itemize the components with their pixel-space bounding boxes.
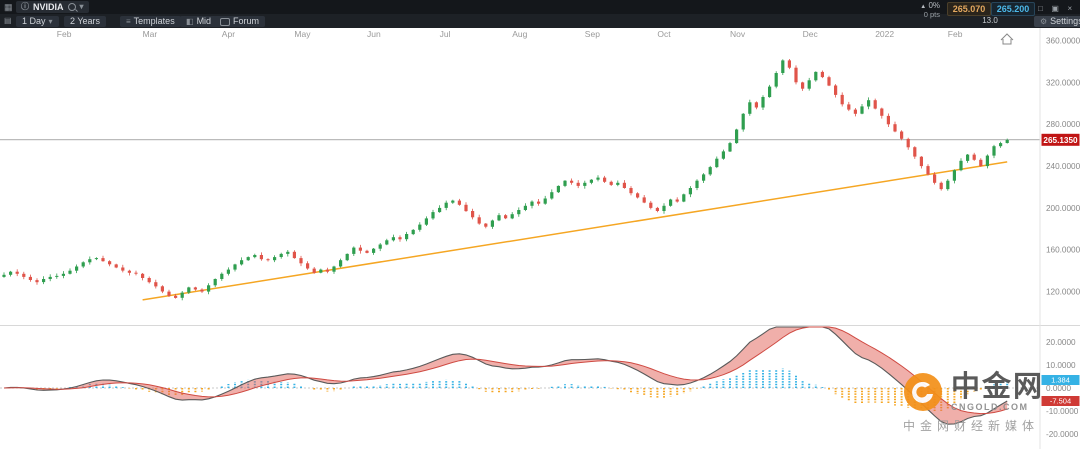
price-chart[interactable]: Feb Mar Apr May Jun Jul Aug Sep Oct Nov Dec 2022 Feb…	[0, 28, 1080, 325]
svg-text:Apr: Apr	[222, 29, 235, 39]
candles-layer	[2, 59, 1009, 301]
month-axis: Feb Mar Apr May Jun Jul Aug Sep Oct Nov Dec 2022 Feb	[57, 29, 963, 39]
timeframe-label: 1 Day	[22, 16, 46, 26]
change-percent: 0%	[928, 1, 940, 10]
layout-icon[interactable]: ▤	[4, 16, 12, 25]
search-icon[interactable]	[67, 3, 76, 11]
svg-text:200.0000: 200.0000	[1046, 204, 1080, 213]
symbol-selector[interactable]: ⓘ NVIDIA ▾	[16, 1, 89, 13]
timeframe-button[interactable]: 1 Day ▾	[16, 16, 59, 27]
chevron-down-icon[interactable]: ▾	[79, 2, 84, 11]
svg-text:May: May	[294, 29, 311, 39]
macd-signal-fill	[4, 327, 1008, 425]
svg-text:265.1350: 265.1350	[1043, 136, 1078, 145]
svg-text:0.0000: 0.0000	[1046, 384, 1071, 393]
sell-price-button[interactable]: 265.070	[947, 2, 991, 16]
svg-text:20.0000: 20.0000	[1046, 338, 1076, 347]
list-icon: ≡	[126, 16, 131, 26]
info-icon: ⓘ	[21, 2, 29, 11]
svg-text:Dec: Dec	[803, 29, 819, 39]
range-button[interactable]: 2 Years	[64, 16, 107, 27]
indicator-axis-labels: 20.0000 10.0000 0.0000 -10.0000 -20.0000	[1046, 338, 1079, 439]
macd-line	[3, 326, 1008, 425]
apps-grid-icon[interactable]: ▦	[4, 2, 13, 12]
expand-icon[interactable]: □	[1038, 4, 1043, 13]
price-change: ▲ 0% 0 pts	[900, 2, 940, 19]
mid-price-button[interactable]: ◧ Mid	[180, 16, 218, 27]
svg-text:240.0000: 240.0000	[1046, 162, 1080, 171]
mid-label: Mid	[196, 16, 212, 26]
svg-text:Feb: Feb	[948, 29, 963, 39]
svg-text:Feb: Feb	[57, 29, 72, 39]
price-chart-panel[interactable]: Feb Mar Apr May Jun Jul Aug Sep Oct Nov Dec 2022 Feb…	[0, 28, 1080, 325]
svg-text:Jul: Jul	[440, 29, 451, 39]
buy-price-button[interactable]: 265.200	[991, 2, 1035, 16]
toolbar-row2-background	[0, 14, 1080, 28]
svg-text:-20.0000: -20.0000	[1046, 430, 1079, 439]
trendline[interactable]	[142, 161, 1008, 301]
svg-text:280.0000: 280.0000	[1046, 120, 1080, 129]
settings-button[interactable]: ⚙ Settings	[1034, 16, 1080, 27]
templates-button[interactable]: ≡ Templates	[120, 16, 181, 27]
svg-text:Oct: Oct	[657, 29, 671, 39]
range-label: 2 Years	[70, 16, 101, 26]
home-icon[interactable]	[1000, 33, 1014, 45]
svg-text:Jun: Jun	[367, 29, 381, 39]
chevron-down-icon: ▾	[48, 16, 53, 26]
forum-button[interactable]: Forum	[214, 16, 266, 27]
change-points: 0 pts	[923, 10, 940, 19]
symbol-label: NVIDIA	[33, 2, 64, 12]
svg-text:Sep: Sep	[585, 29, 600, 39]
svg-text:320.0000: 320.0000	[1046, 78, 1080, 87]
up-arrow-icon: ▲	[920, 4, 927, 10]
close-icon[interactable]: ×	[1067, 4, 1073, 13]
top-toolbar: ▦ ⓘ NVIDIA ▾ ▤ 1 Day ▾ 2 Years ≡ Templat…	[0, 0, 1080, 28]
svg-text:10.0000: 10.0000	[1046, 361, 1076, 370]
indicator-value-badges: 1.384 -7.504	[1041, 375, 1080, 406]
svg-text:120.0000: 120.0000	[1046, 288, 1080, 297]
svg-text:1.384: 1.384	[1051, 376, 1070, 385]
svg-text:2022: 2022	[875, 29, 894, 39]
indicator-panel[interactable]: 20.0000 10.0000 0.0000 -10.0000 -20.0000 1.38…	[0, 325, 1080, 449]
popout-icon[interactable]: ▣	[1051, 4, 1059, 13]
signal-line	[3, 326, 1008, 415]
svg-text:360.0000: 360.0000	[1046, 37, 1080, 46]
templates-label: Templates	[133, 16, 175, 26]
spread-value: 13.0	[982, 16, 998, 25]
settings-label: Settings	[1050, 16, 1080, 26]
gear-icon: ⚙	[1040, 16, 1048, 26]
svg-text:-7.504: -7.504	[1050, 397, 1071, 406]
svg-text:Aug: Aug	[512, 29, 527, 39]
svg-text:-10.0000: -10.0000	[1046, 407, 1079, 416]
mid-icon: ◧	[186, 16, 194, 26]
svg-text:Mar: Mar	[143, 29, 158, 39]
forum-label: Forum	[233, 16, 260, 26]
current-price-label: 265.1350	[1041, 133, 1080, 146]
svg-text:160.0000: 160.0000	[1046, 246, 1080, 255]
macd-indicator-chart[interactable]: 20.0000 10.0000 0.0000 -10.0000 -20.0000 1.38…	[0, 325, 1080, 449]
speech-bubble-icon	[220, 17, 230, 26]
price-axis-labels: 360.0000 320.0000 280.0000 240.0000 200.0000…	[1046, 37, 1080, 297]
svg-text:Nov: Nov	[730, 29, 746, 39]
